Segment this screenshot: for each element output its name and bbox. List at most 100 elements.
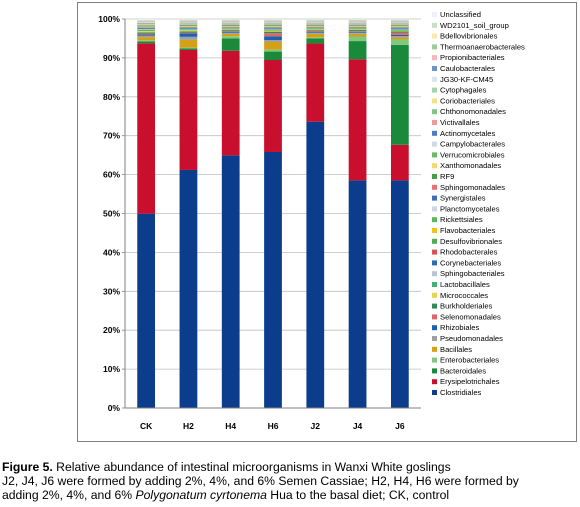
bar-segment [306,32,325,34]
legend-swatch [432,98,437,104]
bar-segment [137,35,156,38]
bar-segment [137,19,156,20]
legend-swatch [432,282,437,287]
legend-swatch [432,66,437,71]
bar-segment [390,39,409,45]
bar-segment [179,30,198,32]
bar-segment [306,30,325,32]
legend-label: Selenomonadales [440,312,501,321]
y-tick-label: 60% [103,170,120,180]
legend-label: Chthonomonadales [440,107,506,116]
bar-segment [221,38,240,51]
bar-segment [137,37,156,41]
legend-label: Bacteroidales [440,366,486,375]
caption-line-3-pre: adding 2%, 4%, and 6% [2,488,136,502]
legend-label: Propionibacteriales [440,53,505,62]
bar-segment [306,30,325,31]
figure-title: Relative abundance of intestinal microor… [52,460,451,474]
legend-label: Caulobacterales [440,64,495,73]
bar-segment [264,41,282,50]
figure-label: Figure 5. [2,460,53,474]
bar-segment [137,34,156,36]
bar-segment [348,31,367,32]
legend-label: Rhodobacterales [440,248,498,257]
legend-swatch [432,228,437,233]
legend-swatch [432,336,437,341]
bar-segment [179,48,198,50]
bar-segment [348,32,367,34]
legend-swatch [432,346,437,352]
legend-label: Planctomycetales [440,204,500,213]
legend-label: Sphingobacteriales [440,269,505,278]
legend-swatch [432,260,437,266]
bar-segment [306,121,325,409]
caption-line-3-post: Hua to the basal diet; CK, control [266,488,450,502]
legend-swatch [432,87,437,93]
legend-label: Synergistales [440,194,486,203]
bar-segment [264,28,282,30]
legend-layer: Unclassified WD2101_soil_group Bdellovibri… [432,10,525,397]
bar-segment [179,49,198,170]
bar-segment [179,32,198,34]
legend-label: WD2101_soil_group [440,21,509,30]
legend-swatch [432,163,437,169]
legend-swatch [432,368,437,374]
caption-line-3: adding 2%, 4%, and 6% Polygonatum cyrton… [2,488,578,502]
legend-label: Enterobacteriales [440,356,499,365]
x-category-label: H6 [268,421,279,431]
bar-segment [179,28,198,30]
legend-swatch [432,217,437,223]
bar-segment [137,30,156,33]
chart-frame: 0% 10% 20% 30% 40% 50% 60% 70% 80% 90% 100% CK H2 H4 H… [77,2,577,442]
legend-swatch [432,249,437,255]
x-category-label: J2 [311,421,321,431]
bar-segment [390,37,409,40]
legend-swatch [432,44,437,50]
bar-segment [390,144,409,181]
bar-segment [390,27,409,29]
bar-segment [179,31,198,33]
y-tick-label: 50% [103,209,120,219]
legend-swatch [432,130,437,136]
legend-swatch [432,325,437,331]
legend-label: Victivallales [440,118,480,127]
bar-segment [306,31,325,33]
bar-segment [306,43,325,122]
bar-segment [264,33,282,37]
legend-swatch [432,184,437,190]
bar-segment [264,49,282,52]
legend-swatch [432,314,437,320]
bar-segment [390,29,409,31]
legend-swatch [432,390,437,395]
legend-label: Actinomycetales [440,129,495,138]
x-category-label: CK [140,421,153,431]
bar-segment [179,36,198,40]
legend-label: Erysipelotrichales [440,377,500,386]
bar-segment [137,28,156,30]
bar-segment [264,31,282,34]
bar-segment [264,27,282,29]
bar-segment [348,41,367,60]
legend-label: JG30-KF-CM45 [440,75,493,84]
bar-segment [348,180,367,408]
bar-segment [221,32,240,34]
legend-label: Bdellovibrionales [440,32,498,41]
bar-segment [221,32,240,33]
bar-segment [264,29,282,31]
bar-segment [221,28,240,30]
legend-label: Corynebacteriales [440,258,501,267]
bar-segment [179,29,198,31]
bar-segment [264,151,282,409]
y-tick-label: 80% [103,92,120,102]
legend-swatch [432,12,437,17]
legend-swatch [432,55,437,61]
bar-segment [390,31,409,33]
legend-label: Rickettsiales [440,215,483,224]
bar-segment [137,41,156,44]
bar-segment [390,44,409,145]
bar-segment [221,33,240,37]
bar-segment [306,37,325,39]
legend-swatch [432,271,437,277]
figure-caption: Figure 5. Relative abundance of intestin… [2,460,578,502]
legend-swatch [432,379,437,385]
